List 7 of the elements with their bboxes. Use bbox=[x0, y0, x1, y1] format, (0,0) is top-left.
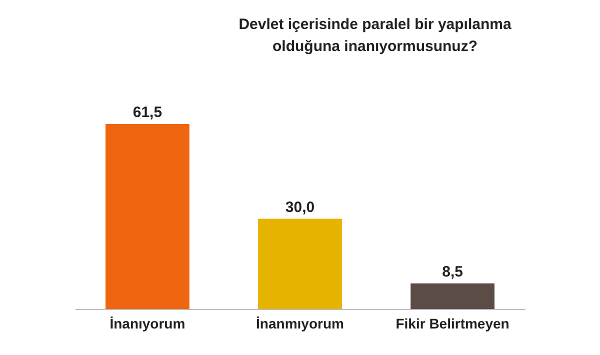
x-tick-label: İnanıyorum bbox=[110, 316, 186, 332]
data-label: 8,5 bbox=[442, 263, 463, 280]
chart-title: Devlet içerisinde paralel bir yapılanma olduğuna inanıyormusunuz? bbox=[238, 15, 512, 57]
data-label: 61,5 bbox=[132, 104, 162, 121]
x-tick-label: İnanmıyorum bbox=[256, 316, 344, 332]
x-tick-label: Fikir Belirtmeyen bbox=[396, 316, 510, 332]
data-label: 30,0 bbox=[285, 198, 315, 216]
